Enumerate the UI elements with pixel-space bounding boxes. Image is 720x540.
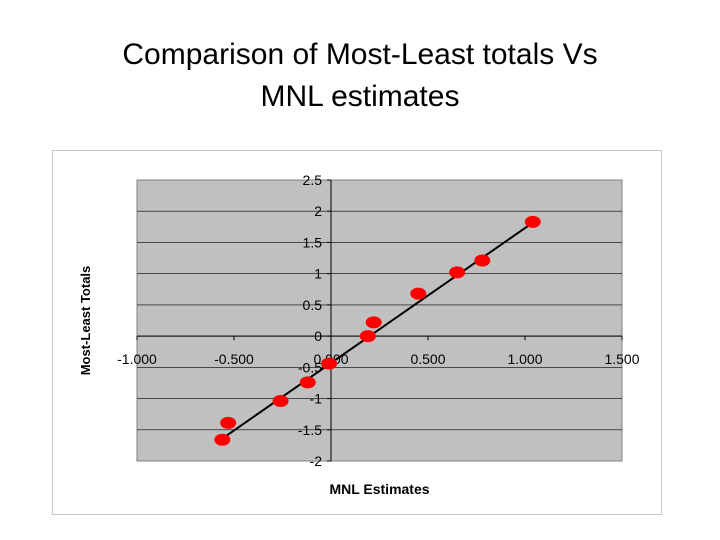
y-tick-label: -0.5 [298, 359, 322, 375]
data-point [272, 395, 289, 408]
data-point [474, 254, 491, 267]
slide-title-line-2: MNL estimates [260, 80, 460, 113]
x-tick-label: -1.000 [117, 351, 157, 367]
slide-title-line-1: Comparison of Most-Least totals Vs [122, 38, 598, 71]
y-tick-label: 2.5 [303, 172, 323, 188]
y-tick-label: -1.5 [298, 422, 322, 438]
x-tick-label: -0.500 [214, 351, 254, 367]
data-point [321, 357, 338, 370]
y-tick-labels: -2 -1.5 -1 -0.5 0 0.5 1 1.5 2 2.5 [298, 172, 322, 469]
x-tick-label: 1.500 [604, 351, 639, 367]
y-tick-label: 0.5 [303, 297, 323, 313]
y-tick-label: 1.5 [303, 234, 323, 250]
data-point [410, 287, 427, 300]
slide-title: Comparison of Most-Least totals Vs MNL e… [0, 34, 720, 118]
y-tick-label: -1 [310, 391, 323, 407]
data-point [449, 266, 466, 279]
y-tick-label: 1 [314, 266, 322, 282]
y-axis-label: Most-Least Totals [78, 266, 93, 376]
data-point [299, 376, 316, 389]
x-tick-label: 0.500 [410, 351, 445, 367]
y-tick-label: 0 [314, 328, 322, 344]
x-tick-label: 1.000 [507, 351, 542, 367]
data-points [214, 215, 541, 446]
data-point [359, 330, 376, 343]
data-point [524, 215, 541, 228]
data-point [214, 433, 231, 446]
x-axis-label: MNL Estimates [329, 481, 429, 497]
data-point [220, 416, 237, 429]
y-tick-label: 2 [314, 203, 322, 219]
y-tick-label: -2 [310, 453, 323, 469]
data-point [365, 316, 382, 329]
